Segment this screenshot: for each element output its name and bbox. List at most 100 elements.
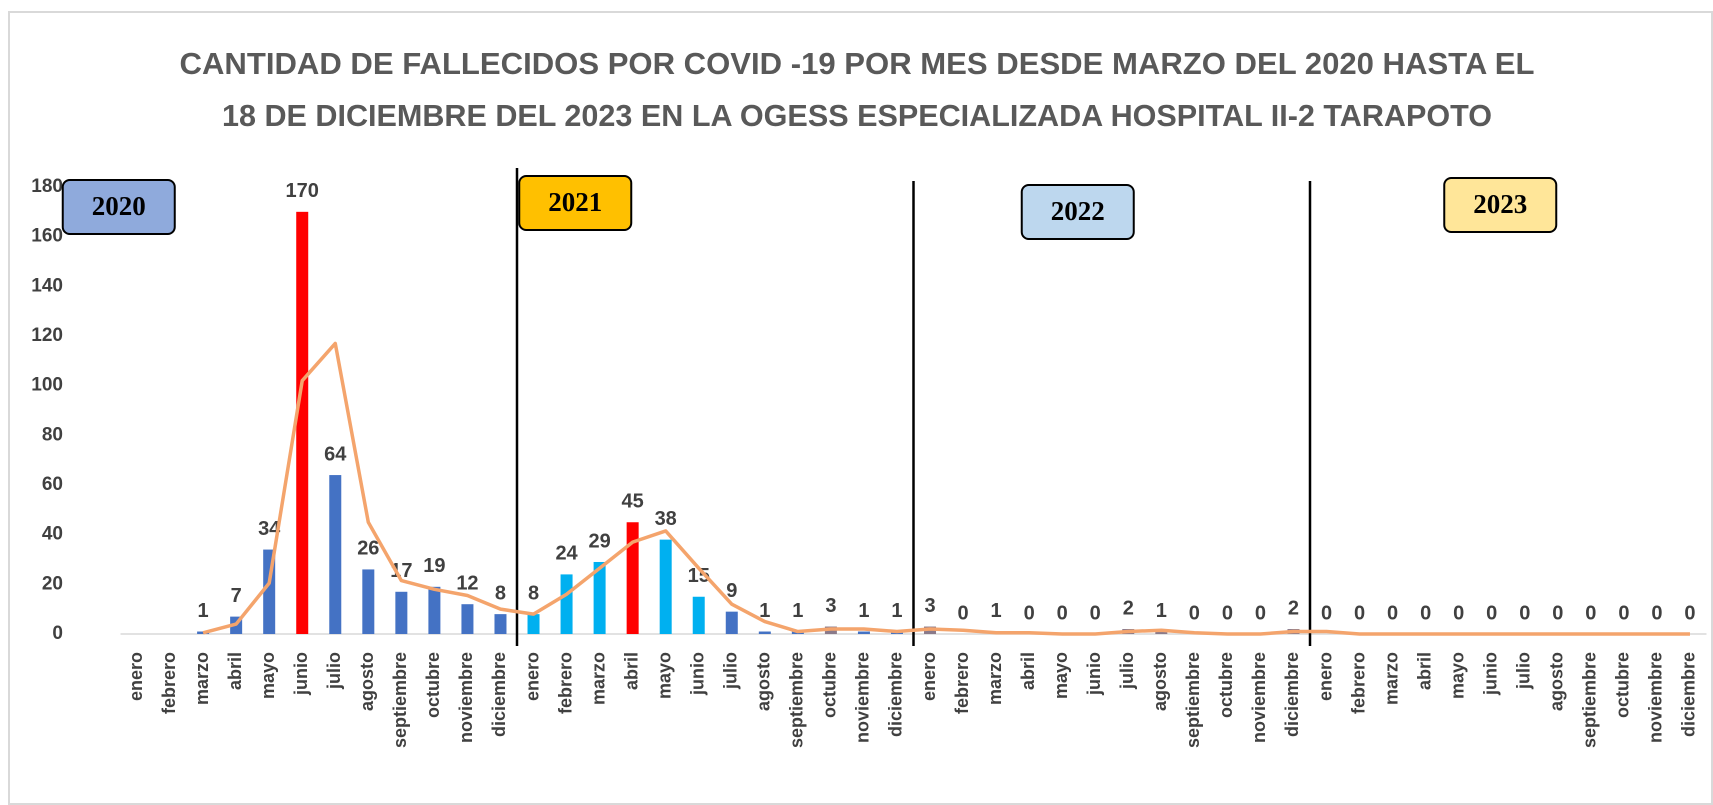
x-tick-label: diciembre xyxy=(489,652,509,737)
data-label: 8 xyxy=(495,582,506,604)
data-label: 26 xyxy=(357,538,379,560)
x-tick-label: agosto xyxy=(357,652,377,711)
year-box xyxy=(1443,177,1558,233)
data-label: 15 xyxy=(688,565,710,587)
year-label: 2020 xyxy=(92,191,146,221)
bar xyxy=(428,586,441,634)
x-tick-label: noviembre xyxy=(456,652,476,743)
data-label: 0 xyxy=(1420,602,1431,624)
x-tick-label: febrero xyxy=(952,652,972,714)
x-tick-label: marzo xyxy=(192,652,212,705)
data-label: 0 xyxy=(1453,602,1464,624)
y-tick-label: 120 xyxy=(31,325,63,346)
bar xyxy=(296,211,309,635)
data-label: 12 xyxy=(456,572,478,594)
x-tick-label: julio xyxy=(721,652,741,690)
x-tick-label: junio xyxy=(1084,652,1104,696)
y-tick-label: 180 xyxy=(31,176,63,197)
bar xyxy=(626,522,639,634)
x-tick-label: junio xyxy=(291,652,311,696)
x-tick-label: mayo xyxy=(1051,652,1071,699)
bar xyxy=(329,475,342,634)
y-tick-label: 140 xyxy=(31,275,63,296)
data-label: 3 xyxy=(924,595,935,617)
bar xyxy=(659,539,672,634)
data-label: 0 xyxy=(1255,602,1266,624)
data-label: 2 xyxy=(1288,597,1299,619)
y-tick-label: 80 xyxy=(42,424,63,445)
data-label: 0 xyxy=(1387,602,1398,624)
x-tick-label: septiembre xyxy=(1580,652,1600,748)
data-label: 0 xyxy=(1024,602,1035,624)
data-label: 1 xyxy=(759,600,770,622)
y-tick-label: 40 xyxy=(42,524,63,545)
x-tick-label: abril xyxy=(1414,652,1434,690)
data-label: 7 xyxy=(231,585,242,607)
data-label: 1 xyxy=(1156,600,1167,622)
x-tick-label: noviembre xyxy=(853,652,873,743)
x-tick-label: agosto xyxy=(1150,652,1170,711)
x-tick-label: agosto xyxy=(1547,652,1567,711)
x-tick-label: enero xyxy=(919,652,939,701)
x-tick-label: abril xyxy=(1018,652,1038,690)
x-tick-label: enero xyxy=(1315,652,1335,701)
x-tick-label: septiembre xyxy=(390,652,410,748)
data-label: 3 xyxy=(825,595,836,617)
data-label: 1 xyxy=(198,600,209,622)
bar xyxy=(692,596,705,634)
data-label: 0 xyxy=(1585,602,1596,624)
bar xyxy=(395,591,408,634)
data-label: 64 xyxy=(324,443,347,465)
data-label: 0 xyxy=(1354,602,1365,624)
chart-frame xyxy=(8,11,1713,805)
bar xyxy=(494,614,507,634)
x-tick-label: octubre xyxy=(423,652,443,718)
x-tick-label: octubre xyxy=(1613,652,1633,718)
bar xyxy=(857,631,870,634)
x-tick-label: marzo xyxy=(1381,652,1401,705)
x-tick-label: mayo xyxy=(654,652,674,699)
year-box xyxy=(61,179,176,235)
data-label: 1 xyxy=(991,600,1002,622)
data-label: 2 xyxy=(1123,597,1134,619)
x-tick-label: septiembre xyxy=(1183,652,1203,748)
year-label: 2023 xyxy=(1473,189,1527,219)
year-label: 2022 xyxy=(1051,196,1105,226)
data-label: 0 xyxy=(1057,602,1068,624)
data-label: 45 xyxy=(622,491,644,513)
y-tick-label: 160 xyxy=(31,226,63,247)
data-label: 0 xyxy=(1552,602,1563,624)
year-label: 2021 xyxy=(548,187,602,217)
data-label: 0 xyxy=(1189,602,1200,624)
bar xyxy=(527,614,540,634)
x-tick-label: noviembre xyxy=(1646,652,1666,743)
x-tick-label: abril xyxy=(621,652,641,690)
data-label: 29 xyxy=(588,530,610,552)
x-tick-label: noviembre xyxy=(1249,652,1269,743)
x-tick-label: octubre xyxy=(1216,652,1236,718)
x-tick-label: marzo xyxy=(985,652,1005,705)
x-tick-label: septiembre xyxy=(787,652,807,748)
bar xyxy=(560,574,573,634)
y-tick-label: 0 xyxy=(52,623,63,644)
x-tick-label: abril xyxy=(225,652,245,690)
x-tick-label: octubre xyxy=(820,652,840,718)
x-tick-label: enero xyxy=(126,652,146,701)
data-label: 0 xyxy=(958,602,969,624)
data-label: 0 xyxy=(1684,602,1695,624)
chart-title: CANTIDAD DE FALLECIDOS POR COVID -19 POR… xyxy=(180,46,1535,81)
year-box xyxy=(518,175,633,231)
bar xyxy=(725,611,738,634)
data-label: 8 xyxy=(528,582,539,604)
x-tick-label: mayo xyxy=(258,652,278,699)
x-tick-label: febrero xyxy=(159,652,179,714)
x-tick-label: julio xyxy=(1117,652,1137,690)
data-label: 0 xyxy=(1519,602,1530,624)
bar xyxy=(461,604,474,634)
x-tick-label: diciembre xyxy=(1282,652,1302,737)
x-tick-label: febrero xyxy=(555,652,575,714)
x-tick-label: julio xyxy=(324,652,344,690)
x-tick-label: febrero xyxy=(1348,652,1368,714)
data-label: 17 xyxy=(390,560,412,582)
